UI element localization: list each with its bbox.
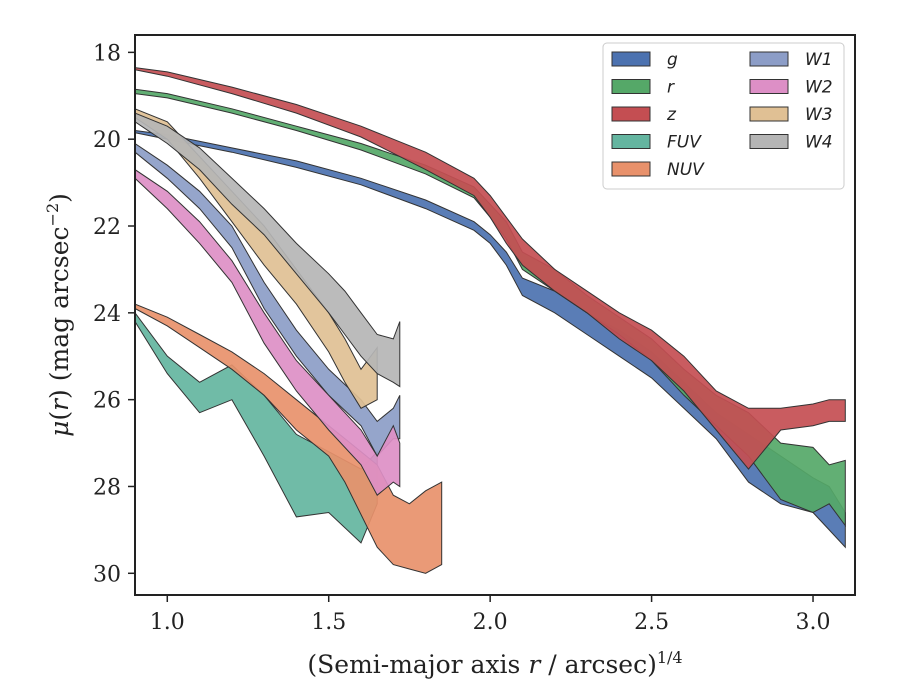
legend-swatch-g bbox=[611, 51, 651, 67]
plot-frame bbox=[134, 34, 856, 596]
profile-bands bbox=[135, 67, 846, 574]
x-tick-label: 2.5 bbox=[634, 610, 669, 635]
legend-swatch-w2 bbox=[749, 79, 789, 94]
band-w4 bbox=[135, 112, 401, 388]
y-tick-label: 30 bbox=[93, 562, 121, 587]
legend-label-z: z bbox=[666, 105, 677, 125]
legend-swatch-w3 bbox=[749, 106, 789, 122]
legend-swatch-z bbox=[611, 106, 651, 122]
y-tick-label: 18 bbox=[93, 41, 121, 66]
legend-label-w2: W2 bbox=[805, 78, 833, 98]
legend-label-w3: W3 bbox=[805, 105, 833, 125]
legend-swatch-w1 bbox=[749, 51, 789, 67]
y-tick-label: 24 bbox=[93, 302, 121, 327]
legend-swatch-nuv bbox=[611, 161, 651, 177]
legend-label-nuv: NUV bbox=[667, 160, 705, 180]
x-axis: 1.0 1.5 2.0 2.5 3.0 bbox=[150, 595, 831, 635]
legend-label-g: g bbox=[667, 50, 678, 70]
band-w2 bbox=[135, 168, 401, 496]
x-tick-label: 2.0 bbox=[473, 610, 508, 635]
band-z bbox=[135, 67, 846, 470]
legend-swatch-w4 bbox=[749, 134, 789, 149]
legend-label-fuv: FUV bbox=[667, 133, 702, 153]
y-axis-label: μ(r) (mag arcsec−2) bbox=[43, 193, 74, 437]
legend-label-r: r bbox=[667, 78, 675, 98]
legend-label-w4: W4 bbox=[805, 133, 833, 153]
legend: grz FUV NUV W1 W2 W3 W4 bbox=[602, 42, 845, 190]
y-tick-label: 20 bbox=[93, 128, 121, 153]
y-tick-label: 28 bbox=[93, 475, 121, 500]
x-tick-label: 1.5 bbox=[311, 610, 346, 635]
band-w1 bbox=[135, 142, 401, 457]
x-tick-label: 3.0 bbox=[796, 610, 831, 635]
legend-label-w1: W1 bbox=[805, 50, 833, 70]
band-nuv bbox=[135, 303, 443, 574]
legend-swatch-fuv bbox=[611, 134, 651, 149]
legend-swatch-r bbox=[611, 79, 651, 94]
y-axis: 18 20 22 24 26 28 30 bbox=[93, 41, 135, 587]
x-tick-label: 1.0 bbox=[150, 610, 185, 635]
y-tick-label: 26 bbox=[93, 389, 121, 414]
y-tick-label: 22 bbox=[93, 215, 121, 240]
x-axis-label: (Semi-major axis r / arcsec)1/4 bbox=[307, 648, 682, 679]
band-g bbox=[135, 129, 846, 549]
